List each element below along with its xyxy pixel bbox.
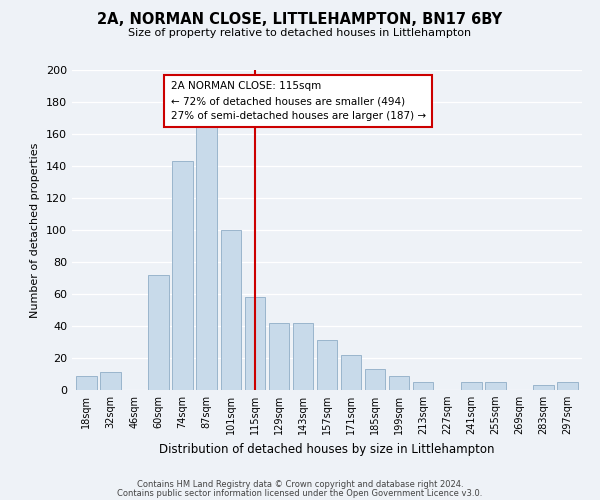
Bar: [341, 355, 361, 390]
Bar: [317, 340, 337, 390]
Bar: [172, 161, 193, 390]
Bar: [76, 376, 97, 390]
Text: Contains HM Land Registry data © Crown copyright and database right 2024.: Contains HM Land Registry data © Crown c…: [137, 480, 463, 489]
Y-axis label: Number of detached properties: Number of detached properties: [31, 142, 40, 318]
Bar: [557, 382, 578, 390]
Bar: [148, 275, 169, 390]
Bar: [221, 230, 241, 390]
Text: Size of property relative to detached houses in Littlehampton: Size of property relative to detached ho…: [128, 28, 472, 38]
X-axis label: Distribution of detached houses by size in Littlehampton: Distribution of detached houses by size …: [159, 442, 495, 456]
Bar: [100, 372, 121, 390]
Bar: [245, 297, 265, 390]
Text: Contains public sector information licensed under the Open Government Licence v3: Contains public sector information licen…: [118, 488, 482, 498]
Bar: [293, 323, 313, 390]
Bar: [533, 385, 554, 390]
Bar: [196, 123, 217, 390]
Text: 2A NORMAN CLOSE: 115sqm
← 72% of detached houses are smaller (494)
27% of semi-d: 2A NORMAN CLOSE: 115sqm ← 72% of detache…: [170, 81, 426, 121]
Bar: [461, 382, 482, 390]
Bar: [389, 376, 409, 390]
Bar: [365, 369, 385, 390]
Bar: [485, 382, 506, 390]
Bar: [413, 382, 433, 390]
Text: 2A, NORMAN CLOSE, LITTLEHAMPTON, BN17 6BY: 2A, NORMAN CLOSE, LITTLEHAMPTON, BN17 6B…: [97, 12, 503, 28]
Bar: [269, 323, 289, 390]
